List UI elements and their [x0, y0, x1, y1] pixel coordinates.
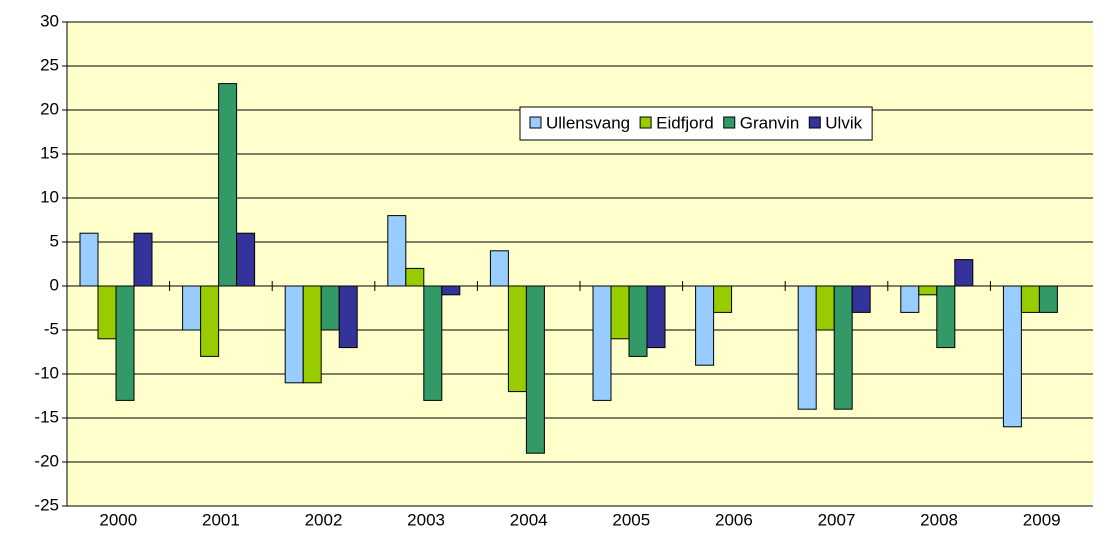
y-tick-label: 25 — [40, 55, 59, 74]
bar — [441, 285, 461, 296]
bar — [954, 259, 974, 287]
bar — [115, 285, 135, 401]
x-tick-label: 2001 — [202, 510, 240, 529]
y-tick-label: -20 — [34, 451, 59, 470]
bar — [387, 215, 407, 287]
legend-swatch — [723, 116, 736, 129]
x-tick-label: 2008 — [920, 510, 958, 529]
bar — [713, 285, 733, 313]
bar — [646, 285, 666, 349]
bar — [405, 267, 425, 287]
bar — [797, 285, 817, 410]
x-tick-label: 2002 — [305, 510, 343, 529]
x-tick-label: 2000 — [99, 510, 137, 529]
bar — [833, 285, 853, 410]
bar — [936, 285, 956, 349]
legend-swatch — [639, 116, 652, 129]
bar — [815, 285, 835, 331]
bar — [1038, 285, 1058, 313]
y-tick-label: 15 — [40, 143, 59, 162]
bar — [592, 285, 612, 401]
y-tick-label: 20 — [40, 99, 59, 118]
bar — [338, 285, 358, 349]
bar — [302, 285, 322, 384]
legend-label: Ulvik — [825, 113, 862, 132]
bar — [133, 232, 153, 287]
bar — [918, 285, 938, 296]
y-tick-label: 0 — [50, 275, 59, 294]
legend-swatch — [808, 116, 821, 129]
y-tick-label: -25 — [34, 495, 59, 514]
bar — [489, 250, 509, 287]
legend-swatch — [529, 116, 542, 129]
x-tick-label: 2004 — [510, 510, 548, 529]
bar — [200, 285, 220, 357]
bar — [218, 83, 238, 287]
bar — [320, 285, 340, 331]
x-tick-label: 2009 — [1023, 510, 1061, 529]
legend-label: Ullensvang — [546, 113, 630, 132]
x-tick-label: 2006 — [715, 510, 753, 529]
x-tick-label: 2003 — [407, 510, 445, 529]
bar — [695, 285, 715, 366]
bar — [507, 285, 527, 393]
x-tick-label: 2007 — [818, 510, 856, 529]
bar — [97, 285, 117, 340]
bar — [900, 285, 920, 313]
bar — [851, 285, 871, 313]
bar — [628, 285, 648, 357]
bar — [1002, 285, 1022, 428]
y-tick-label: -15 — [34, 407, 59, 426]
bar — [1020, 285, 1040, 313]
bar — [79, 232, 99, 287]
legend-label: Granvin — [740, 113, 800, 132]
x-tick-label: 2005 — [612, 510, 650, 529]
bar — [423, 285, 443, 401]
legend-label: Eidfjord — [656, 113, 714, 132]
bar — [182, 285, 202, 331]
bar — [284, 285, 304, 384]
bar — [525, 285, 545, 454]
y-tick-label: 5 — [50, 231, 59, 250]
bar — [236, 232, 256, 287]
y-tick-label: -5 — [44, 319, 59, 338]
y-tick-label: -10 — [34, 363, 59, 382]
y-tick-label: 30 — [40, 11, 59, 30]
bar — [610, 285, 630, 340]
y-tick-label: 10 — [40, 187, 59, 206]
